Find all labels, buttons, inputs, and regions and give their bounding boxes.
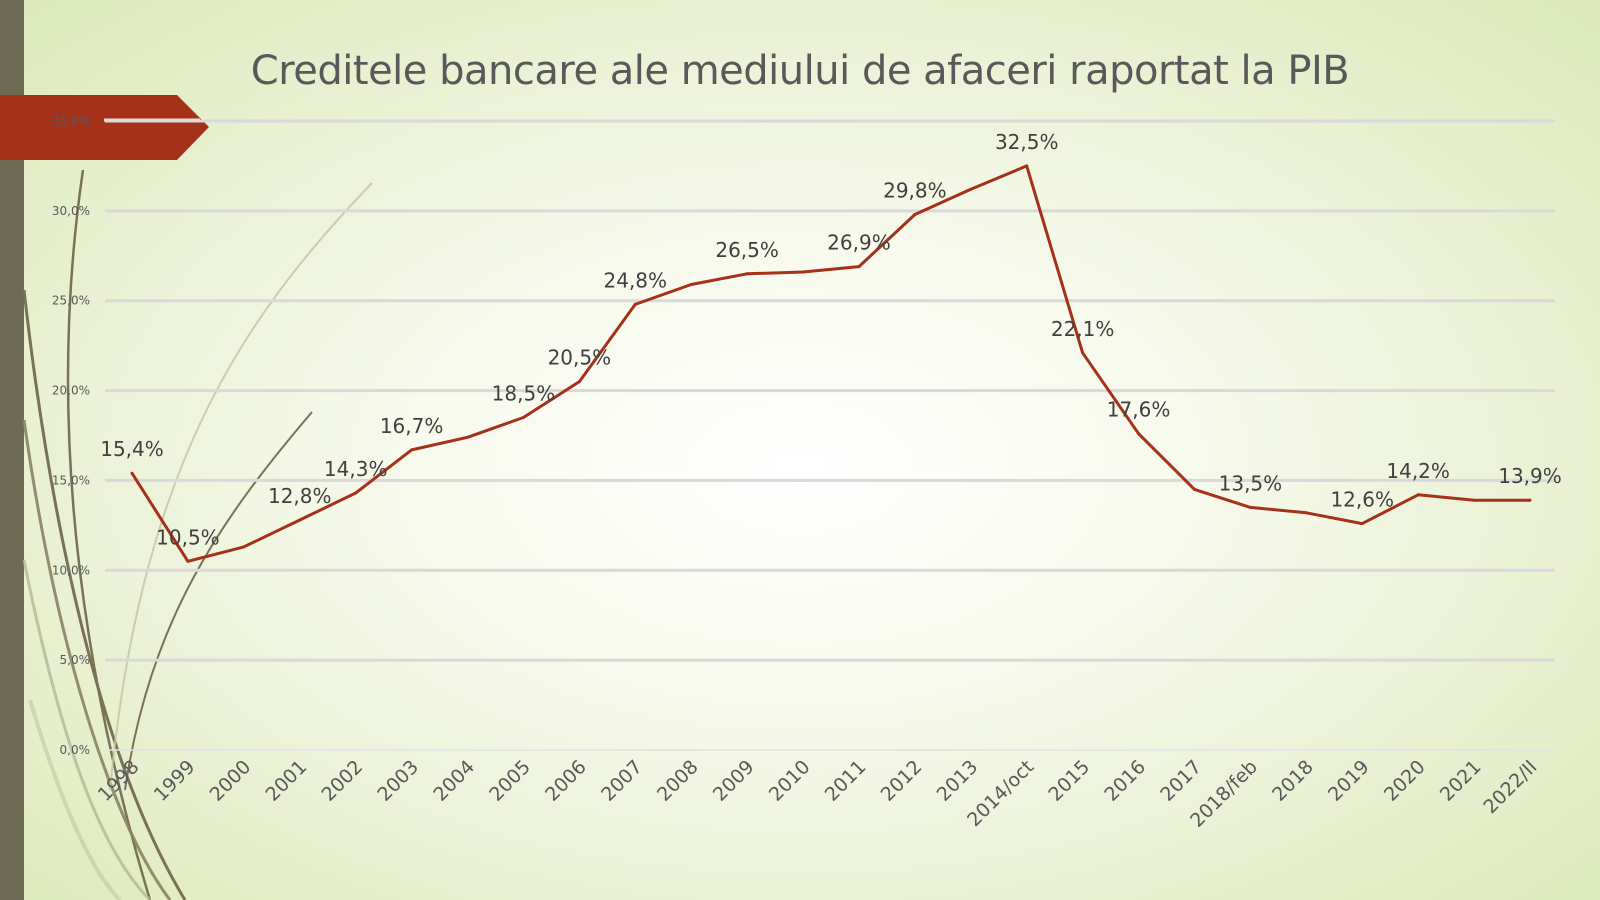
- data-point: [969, 187, 973, 191]
- data-label: 18,5%: [492, 382, 556, 406]
- y-tick-label: 25,0%: [52, 294, 90, 308]
- data-label: 14,2%: [1386, 459, 1450, 483]
- data-point: [1416, 493, 1420, 497]
- data-label: 10,5%: [156, 525, 220, 549]
- x-tick-label: 2008: [653, 756, 703, 806]
- x-tick-label: 2000: [206, 756, 256, 806]
- data-label: 32,5%: [995, 130, 1059, 154]
- series-line-group: [130, 164, 1532, 563]
- x-tick-label: 2005: [485, 756, 535, 806]
- decorative-curve: [66, 169, 152, 900]
- data-label: 15,4%: [100, 437, 164, 461]
- data-label: 13,5%: [1219, 471, 1283, 495]
- data-point: [913, 212, 917, 216]
- data-label: 29,8%: [883, 178, 947, 202]
- data-label: 13,9%: [1498, 464, 1562, 488]
- y-axis-ticks: 0,0% 5,0% 10,0% 15,0% 20,0% 25,0% 30,0% 35,0%: [52, 114, 90, 757]
- data-point: [186, 559, 190, 563]
- data-label: 24,8%: [604, 268, 668, 292]
- data-point: [745, 272, 749, 276]
- y-tick-label: 0,0%: [60, 743, 91, 757]
- y-tick-label: 30,0%: [52, 204, 90, 218]
- decorative-curve: [109, 182, 373, 791]
- data-point: [577, 380, 581, 384]
- x-tick-label: 2015: [1044, 756, 1094, 806]
- data-point: [1192, 487, 1196, 491]
- data-label: 17,6%: [1107, 398, 1171, 422]
- x-tick-label: 2020: [1380, 756, 1430, 806]
- x-tick-label: 2017: [1156, 756, 1206, 806]
- x-tick-label: 2009: [709, 756, 759, 806]
- data-point: [1304, 511, 1308, 515]
- y-tick-label: 5,0%: [60, 653, 91, 667]
- decorative-background: [0, 0, 373, 900]
- y-tick-label: 15,0%: [52, 473, 90, 487]
- data-labels: 15,4% 10,5% 12,8% 14,3% 16,7% 18,5% 20,5% 24,8%…: [100, 130, 1562, 549]
- x-tick-label: 2018: [1268, 756, 1318, 806]
- series-line: [130, 164, 1530, 563]
- data-label: 14,3%: [324, 457, 388, 481]
- data-point: [1528, 498, 1532, 502]
- x-tick-label: 2010: [765, 756, 815, 806]
- data-label: 22,1%: [1051, 317, 1115, 341]
- decorative-curve: [22, 289, 187, 900]
- y-tick-label: 35,0%: [52, 114, 90, 128]
- data-point: [1081, 351, 1085, 355]
- data-label: 16,7%: [380, 414, 444, 438]
- data-point: [801, 270, 805, 274]
- data-point: [410, 448, 414, 452]
- data-point: [298, 518, 302, 522]
- data-label: 26,9%: [827, 231, 891, 255]
- x-tick-label: 2002: [317, 756, 367, 806]
- data-point: [1360, 522, 1364, 526]
- data-point: [633, 302, 637, 306]
- data-label: 12,8%: [268, 484, 332, 508]
- y-tick-label: 10,0%: [52, 563, 90, 577]
- data-label: 20,5%: [548, 346, 612, 370]
- data-point: [857, 265, 861, 269]
- red-arrow-banner: [0, 95, 209, 160]
- decorative-curve: [22, 419, 172, 900]
- x-tick-label: 2007: [597, 756, 647, 806]
- x-tick-label: 2004: [429, 756, 479, 806]
- x-tick-label: 2006: [541, 756, 591, 806]
- chart-title: Creditele bancare ale mediului de afacer…: [250, 48, 1350, 94]
- x-tick-label: 2019: [1324, 756, 1374, 806]
- data-point: [1137, 432, 1141, 436]
- decorative-curve: [124, 411, 313, 791]
- x-axis-ticks: 1998 1999 2000 2001 2002 2003 2004 2005 2006 2007…: [94, 756, 1542, 832]
- x-tick-label: 2016: [1100, 756, 1150, 806]
- data-label: 26,5%: [715, 238, 779, 262]
- data-point: [242, 545, 246, 549]
- data-point: [1025, 164, 1029, 168]
- decorative-curve: [28, 699, 122, 900]
- x-tick-label: 2022/II: [1479, 756, 1541, 818]
- data-point: [354, 491, 358, 495]
- x-tick-label: 2011: [821, 756, 871, 806]
- x-tick-label: 2021: [1436, 756, 1486, 806]
- decorative-curve: [22, 559, 152, 900]
- x-tick-label: 2013: [933, 756, 983, 806]
- data-point: [466, 435, 470, 439]
- x-tick-label: 1999: [150, 756, 200, 806]
- data-point: [689, 283, 693, 287]
- x-tick-label: 2001: [262, 756, 312, 806]
- data-point: [130, 471, 134, 475]
- data-point: [1248, 505, 1252, 509]
- x-tick-label: 2003: [373, 756, 423, 806]
- data-label: 12,6%: [1330, 488, 1394, 512]
- x-tick-label: 2012: [877, 756, 927, 806]
- data-point: [1472, 498, 1476, 502]
- data-point: [521, 416, 525, 420]
- gridlines: [105, 119, 1555, 751]
- y-tick-label: 20,0%: [52, 384, 90, 398]
